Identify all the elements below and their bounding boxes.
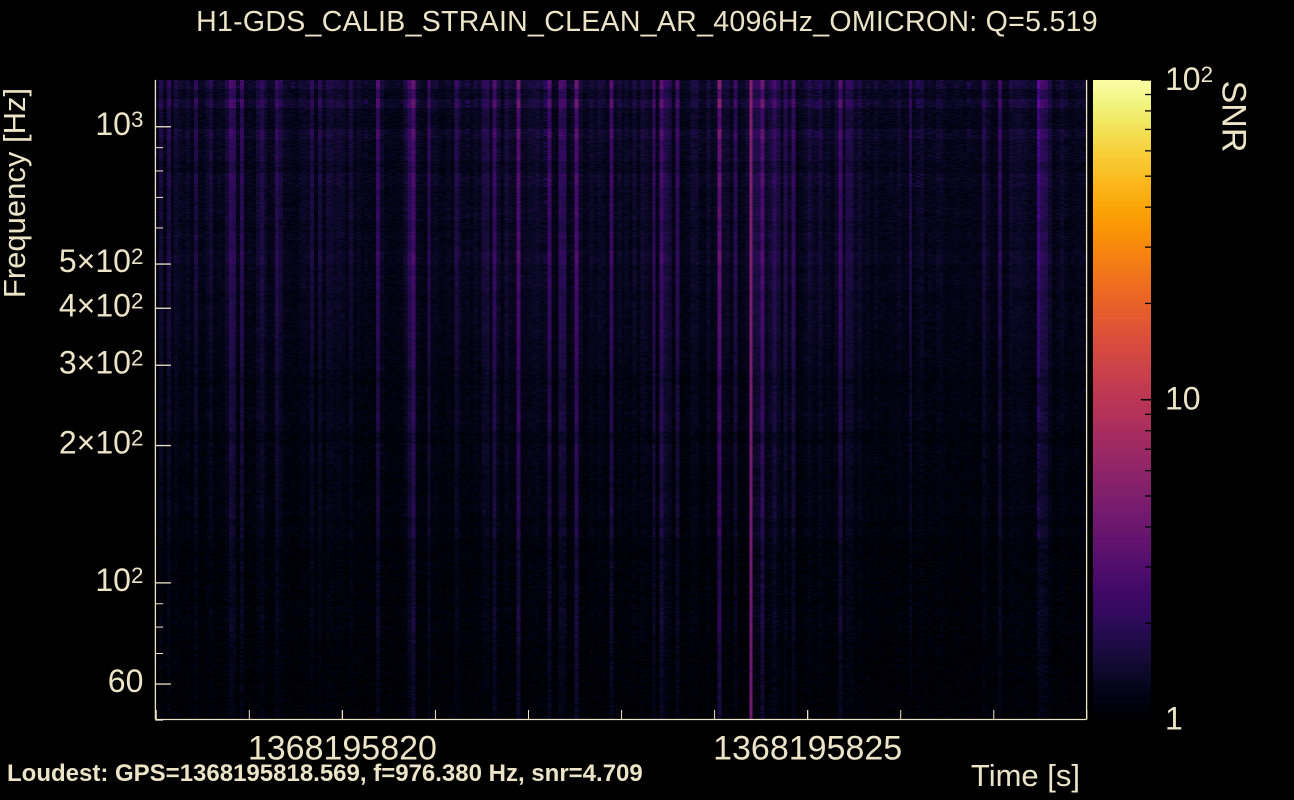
svg-text:102: 102	[95, 562, 143, 598]
svg-text:5×102: 5×102	[59, 243, 144, 279]
svg-text:1368195820: 1368195820	[248, 730, 437, 768]
svg-text:1368195825: 1368195825	[713, 730, 902, 768]
svg-text:2×102: 2×102	[59, 425, 144, 461]
svg-text:3×102: 3×102	[59, 344, 144, 380]
svg-text:10: 10	[1165, 381, 1201, 417]
svg-text:60: 60	[108, 663, 144, 699]
svg-text:103: 103	[95, 106, 143, 142]
svg-text:102: 102	[1165, 61, 1213, 97]
svg-text:1: 1	[1165, 701, 1183, 737]
svg-text:4×102: 4×102	[59, 287, 144, 323]
